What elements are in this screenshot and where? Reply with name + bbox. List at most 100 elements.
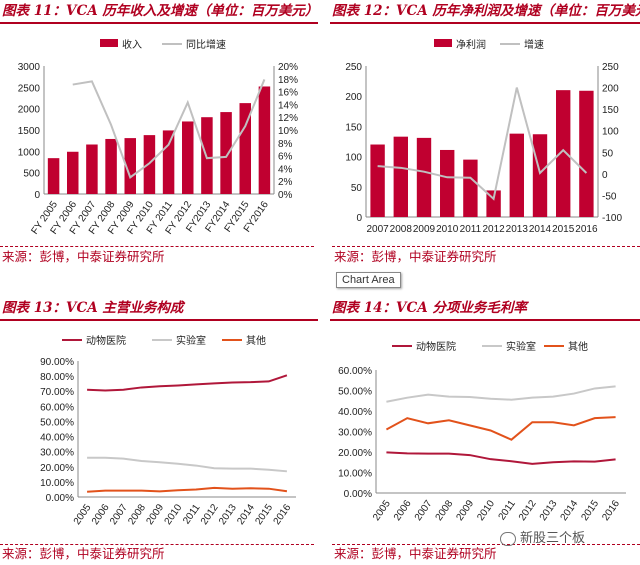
legend-label: 其他: [246, 334, 266, 347]
x-tick-label: 2014: [235, 502, 257, 527]
series-line: [87, 374, 288, 392]
y-tick-label: 2000: [18, 105, 41, 116]
bar: [393, 136, 408, 217]
series-line: [377, 87, 588, 201]
y-tick-label: 1000: [18, 147, 41, 158]
bar: [486, 190, 501, 217]
dashed-separator: [332, 246, 640, 247]
x-tick-label: 2006: [90, 502, 112, 527]
y-tick-label: 60.00%: [40, 402, 74, 413]
y-tick-label: 50: [351, 183, 363, 194]
series-line: [385, 416, 616, 441]
bar: [162, 130, 175, 194]
legend-label: 实验室: [506, 340, 536, 353]
y2-tick-label: -100: [602, 213, 622, 224]
y2-tick-label: 12%: [278, 113, 298, 124]
y2-tick-label: -50: [602, 191, 617, 202]
bar: [105, 138, 117, 194]
series-line: [87, 456, 287, 473]
legend-label: 收入: [122, 38, 142, 51]
panel-business-mix: 图表 13：VCA 主营业务构成 动物医院 实验室 其他 0.00% 10.00% 20.…: [0, 297, 318, 565]
watermark: 新股三个板: [500, 527, 585, 546]
y2-tick-label: 150: [602, 105, 619, 116]
y-tick-label: 2500: [18, 83, 41, 94]
y2-tick-label: 50: [602, 148, 614, 159]
gross-margin-chart[interactable]: 动物医院 实验室 其他 0.00% 10.00% 20.00% 30.00% 40.00% 50…: [330, 321, 640, 543]
y2-tick-label: 20%: [278, 62, 298, 73]
y2-tick-label: 10%: [278, 126, 298, 137]
y-tick-label: 30.00%: [338, 428, 372, 439]
y2-tick-label: 8%: [278, 139, 293, 150]
y2-tick-label: 0%: [278, 190, 293, 201]
y2-tick-label: 2%: [278, 177, 293, 188]
legend-label: 动物医院: [416, 340, 456, 353]
x-tick-label: 2012: [199, 502, 221, 527]
y-tick-label: 1500: [18, 126, 41, 137]
y-tick-label: 200: [345, 92, 362, 103]
y2-tick-label: 18%: [278, 75, 298, 86]
x-tick-label: 2008: [126, 502, 148, 527]
x-tick-label: 2011: [497, 498, 519, 522]
business-mix-chart[interactable]: 动物医院 实验室 其他 0.00% 10.00% 20.00% 30.00% 40.00% 50…: [0, 321, 318, 543]
x-tick-label: 2016: [575, 224, 598, 235]
legend-label: 同比增速: [186, 38, 226, 51]
bar: [370, 144, 385, 217]
source-note: 来源：彭博，中泰证券研究所: [2, 249, 165, 264]
y-tick-label: 0.00%: [344, 489, 372, 500]
x-tick-label: 2016: [600, 498, 622, 523]
panel-revenue: 图表 11：VCA 历年收入及增速（单位：百万美元） 收入 同比增速 0 500 100…: [0, 0, 318, 270]
net-profit-chart[interactable]: 净利润 增速 0 50 100 150 200 250 -100 -50 0 50 100 150 200 2…: [330, 24, 640, 246]
x-tick-label: 2007: [413, 498, 435, 523]
legend-label: 其他: [568, 340, 588, 353]
x-tick-label: 2010: [475, 498, 497, 523]
legend-label: 实验室: [176, 334, 206, 347]
x-tick-label: 2008: [434, 498, 456, 523]
y2-tick-label: 250: [602, 62, 619, 73]
y-tick-label: 3000: [18, 62, 41, 73]
series-line: [72, 79, 266, 179]
y2-tick-label: 0: [602, 170, 608, 181]
watermark-text: 新股三个板: [520, 531, 586, 546]
y-tick-label: 10.00%: [338, 469, 372, 480]
bar: [86, 144, 98, 194]
x-tick-label: 2014: [559, 498, 581, 523]
x-tick-label: 2016: [272, 502, 294, 527]
revenue-chart[interactable]: 收入 同比增速 0 500 1000 1500 2000 2500 3000 0% 2% 4%6% 8%…: [0, 24, 318, 246]
y-tick-label: 40.00%: [338, 407, 372, 418]
legend-swatch: [100, 39, 118, 47]
y-tick-label: 0: [356, 213, 362, 224]
bar: [124, 138, 136, 194]
x-tick-label: 2014: [529, 224, 552, 235]
bar: [143, 135, 156, 194]
dashed-separator: [0, 246, 314, 247]
y-tick-label: 50.00%: [40, 417, 74, 428]
bar: [47, 158, 60, 194]
x-tick-label: 2012: [517, 498, 539, 523]
x-tick-label: 2010: [163, 502, 185, 527]
bar: [239, 103, 251, 194]
x-tick-label: 2015: [552, 224, 575, 235]
x-tick-label: 2009: [413, 224, 436, 235]
bar: [182, 121, 194, 194]
panel-title: 图表 12：VCA 历年净利润及增速（单位：百万美元）: [330, 0, 640, 24]
x-tick-label: 2006: [392, 498, 414, 523]
y-tick-label: 70.00%: [40, 387, 74, 398]
x-tick-label: 2009: [454, 498, 476, 523]
dashed-separator: [0, 544, 314, 545]
x-tick-label: 2010: [436, 224, 459, 235]
legend-label: 增速: [524, 38, 544, 51]
x-tick-label: 2013: [217, 502, 239, 527]
x-tick-label: 2011: [181, 502, 203, 526]
x-tick-label: 2011: [460, 224, 482, 235]
y-tick-label: 150: [345, 122, 362, 133]
x-tick-label: 2013: [506, 224, 529, 235]
bar: [463, 159, 478, 217]
y2-tick-label: 200: [602, 84, 619, 95]
panel-net-profit: 图表 12：VCA 历年净利润及增速（单位：百万美元） 净利润 增速 0 50 100 1…: [330, 0, 640, 270]
x-tick-label: 2009: [144, 502, 166, 527]
source-note: 来源：彭博，中泰证券研究所: [334, 249, 497, 264]
series-line: [386, 385, 616, 403]
y-tick-label: 100: [345, 153, 362, 164]
legend-swatch: [434, 39, 452, 47]
bar: [440, 149, 455, 217]
